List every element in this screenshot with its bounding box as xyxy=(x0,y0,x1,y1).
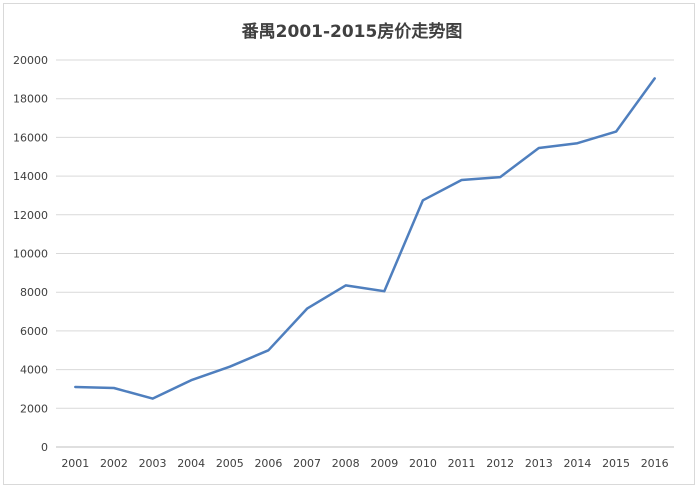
y-tick-label: 2000 xyxy=(20,402,48,415)
x-tick-label: 2011 xyxy=(448,457,476,470)
x-tick-label: 2004 xyxy=(177,457,205,470)
x-tick-label: 2003 xyxy=(139,457,167,470)
series-layer xyxy=(74,77,656,400)
y-tick-label: 10000 xyxy=(13,248,48,261)
y-tick-label: 6000 xyxy=(20,325,48,338)
gridlines xyxy=(56,59,674,448)
y-tick-label: 8000 xyxy=(20,286,48,299)
x-tick-label: 2009 xyxy=(370,457,398,470)
chart-title: 番禺2001-2015房价走势图 xyxy=(241,21,463,42)
y-tick-label: 4000 xyxy=(20,364,48,377)
x-tick-label: 2002 xyxy=(100,457,128,470)
x-tick-label: 2001 xyxy=(61,457,89,470)
y-tick-label: 18000 xyxy=(13,93,48,106)
y-tick-label: 14000 xyxy=(13,170,48,183)
x-tick-label: 2008 xyxy=(332,457,360,470)
x-tick-label: 2014 xyxy=(563,457,591,470)
x-tick-label: 2016 xyxy=(641,457,669,470)
chart-frame xyxy=(3,3,695,485)
x-tick-label: 2012 xyxy=(486,457,514,470)
x-tick-label: 2010 xyxy=(409,457,437,470)
y-tick-label: 16000 xyxy=(13,131,48,144)
x-tick-label: 2006 xyxy=(254,457,282,470)
y-tick-labels: 0 2000 4000 6000 8000 10000 12000 14000 16000 180… xyxy=(13,54,48,454)
x-tick-label: 2007 xyxy=(293,457,321,470)
x-tick-labels: 2001 2002 2003 2004 2005 2006 2007 2008 2009 2010… xyxy=(61,457,668,470)
x-tick-label: 2015 xyxy=(602,457,630,470)
x-tick-label: 2013 xyxy=(525,457,553,470)
y-tick-label: 0 xyxy=(41,441,48,454)
y-tick-label: 12000 xyxy=(13,209,48,222)
x-tick-label: 2005 xyxy=(216,457,244,470)
series-line xyxy=(74,77,656,400)
y-tick-label: 20000 xyxy=(13,54,48,67)
